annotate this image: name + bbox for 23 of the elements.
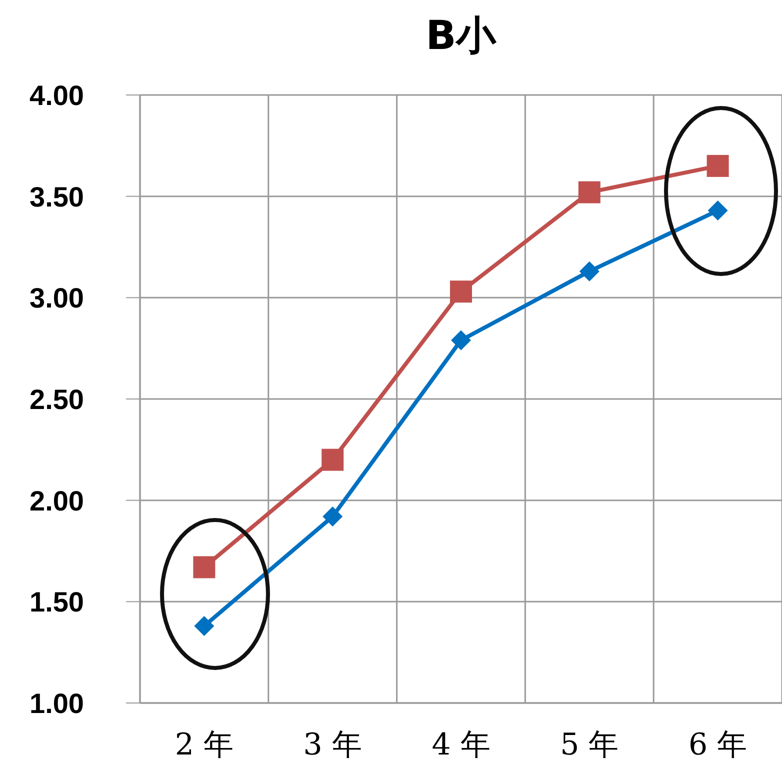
point xyxy=(450,280,472,303)
point xyxy=(322,448,344,471)
y-tick-label: 1.50 xyxy=(30,586,84,618)
y-tick-label: 3.00 xyxy=(30,282,84,314)
point xyxy=(579,261,600,282)
x-tick-label: 6 年 xyxy=(688,727,748,762)
point xyxy=(708,200,728,221)
y-tick-label: 2.00 xyxy=(30,485,84,516)
point xyxy=(193,556,216,578)
x-tick-label: 4 年 xyxy=(432,727,490,762)
point xyxy=(322,506,343,527)
y-tick-label: 4.00 xyxy=(30,80,84,111)
y-tick-label: 2.50 xyxy=(30,384,84,415)
point xyxy=(706,154,729,177)
y-tick-label: 1.00 xyxy=(30,688,84,719)
point xyxy=(194,616,214,636)
y-tick-label: 3.50 xyxy=(30,181,84,212)
x-tick-label: 2 年 xyxy=(174,727,234,762)
x-tick-label: 3 年 xyxy=(303,727,362,762)
point xyxy=(451,330,471,350)
x-tick-label: 5 年 xyxy=(560,727,619,762)
point xyxy=(578,181,600,204)
chart-title: B小 xyxy=(424,12,498,61)
